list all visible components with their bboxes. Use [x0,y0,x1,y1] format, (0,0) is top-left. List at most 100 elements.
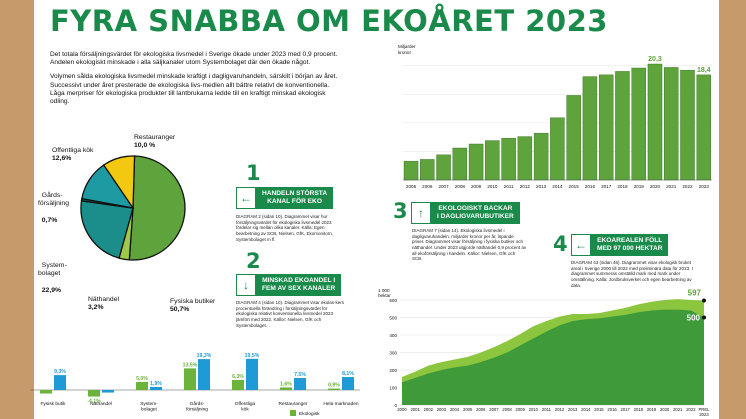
section-2-caption: DIAGRAM 4 (sidan 10). Diagrammet visar e… [236,300,345,328]
bar-value-label: 1,9% [150,381,162,387]
arrow-left-icon: ← [571,234,591,256]
year-tick-label: 2019 [634,184,645,189]
year-tick-label: 2010 [529,407,539,412]
year-tick-label: 2022 [682,184,693,189]
year-tick-label: 2013 [568,407,578,412]
section-3-heading: EKOLOGISKT BACKAR I DAGLIGVARUBUTIKER [431,202,520,224]
y-tick-label: 100 [389,385,397,390]
arrow-up-icon: ↑ [411,202,431,224]
category-label: Fysisk butik [40,401,66,407]
pie-label-systembolaget: System- bolaget 22,9% [38,254,67,295]
year-tick-label: 2017 [601,184,612,189]
change-bar [88,390,100,397]
category-label: försäljning [186,407,208,413]
bar-value-label: 20,3 [648,56,662,63]
year-tick-label: 2010 [487,184,498,189]
y-tick-label: 0 [394,403,397,408]
year-tick-label: 2023 [699,412,709,417]
bar-value-label: 9,3% [54,369,66,375]
change-bar [232,379,244,390]
pie-label-restauranger: Restauranger 10,0 % [134,134,175,150]
pie-label-fysiska-name: Fysiska butiker [170,298,216,305]
section-3-heading-line-1: EKOLOGISKT BACKAR [438,205,513,213]
section-3-caption: DIAGRAM 7 (sidan 14). Ekologiska livsmed… [412,228,527,262]
section-3-number: 3 [393,199,408,223]
category-label: Restauranger [278,401,307,407]
legend-label: Ekologisk [299,411,320,417]
year-tick-label: 2003 [437,407,447,412]
year-tick-label: 2015 [569,184,580,189]
section-1-caption: DIAGRAM 2 (sidan 10). Diagrammet visar h… [236,214,334,242]
year-tick-label: 2018 [634,407,644,412]
year-tick-label: 2008 [455,184,466,189]
bar-value-label: 18,4 [697,67,711,74]
year-tick-label: 2022 [686,407,696,412]
pie-label-systembolaget-value: 22,9% [41,286,62,294]
year-tick-label: 2005 [406,184,417,189]
year-tick-label: 2008 [502,407,512,412]
year-tick-label: 2009 [516,407,526,412]
year-tick-label: 2016 [607,407,617,412]
year-tick-label: 2012 [555,407,565,412]
year-tick-label: 2011 [504,184,514,189]
section-4-number: 4 [553,232,568,256]
section-4-heading: EKOAREALEN FÖLL MED 97 000 HEKTAR [591,234,669,256]
year-tick-label: PREL [699,407,711,412]
year-tick-label: 2013 [536,184,547,189]
year-tick-label: 2014 [552,184,563,189]
y-tick-label: 600 [389,298,397,303]
page-title: FYRA SNABBA OM EKOÅRET 2023 [50,4,608,38]
y-tick-label: 300 [389,350,397,355]
bar-value-label: 1,6% [280,381,292,387]
year-tick-label: 2001 [410,407,420,412]
year-tick-label: 2023 [699,184,710,189]
y-tick-label: 200 [389,368,397,373]
year-tick-label: 2021 [666,184,677,189]
arrow-left-icon: ← [236,187,256,209]
change-bar [136,382,148,390]
year-tick-label: 2002 [424,407,434,412]
area-series [402,309,704,405]
year-tick-label: 2000 [397,407,407,412]
bar-value-label: 8,1% [342,371,354,377]
intro-text: Det totala försäljningsvärdet för ekolog… [50,51,342,112]
pie-label-gards-value: 0,7% [41,216,58,224]
category-label: Offentliga [235,401,256,407]
change-bar [184,368,196,390]
section-1-heading-line-2: KANAL FÖR EKO [267,198,322,205]
change-bar [54,375,66,390]
bar-value-label: -4,1% [87,399,101,405]
arrow-down-icon: ↓ [236,274,256,296]
year-tick-label: 2004 [450,407,460,412]
change-bar [342,377,354,390]
year-tick-label: 2007 [438,184,449,189]
pie-label-systembolaget-name: System- bolaget [38,262,67,278]
pie-label-gards-name: Gårds- försäljning [38,192,69,208]
bar-value-label: 19,5% [245,353,260,359]
pie-label-fysiska: Fysiska butiker 50,7% [170,298,215,314]
pie-label-offentliga-value: 12,6% [52,155,72,163]
change-bar [294,378,306,390]
section-1-heading-line-1: HANDELN STÖRSTA [262,190,328,198]
category-label: kök [241,407,249,413]
section-1-banner: ← HANDELN STÖRSTA KANAL FÖR EKO [236,187,334,209]
pie-label-offentliga-name: Offentliga kök [52,147,94,154]
y-axis-label: Miljarder [398,44,416,49]
bar-value-label: 6,3% [232,374,244,380]
y-tick-label: 400 [389,333,397,338]
section-1-number: 1 [246,161,261,185]
year-tick-label: 2020 [650,184,661,189]
pie-label-restauranger-value: 10,0 % [134,142,156,150]
section-1-heading: HANDELN STÖRSTA KANAL FÖR EKO [256,187,334,209]
year-tick-label: 2006 [422,184,433,189]
annotation-label: 597 [688,289,702,298]
section-4-heading-line-2: MED 97 000 HEKTAR [597,245,663,252]
bar-value-label: 0,9% [328,383,340,389]
change-bar [280,387,292,390]
pie-slice [102,155,136,211]
year-tick-label: 2017 [621,407,631,412]
